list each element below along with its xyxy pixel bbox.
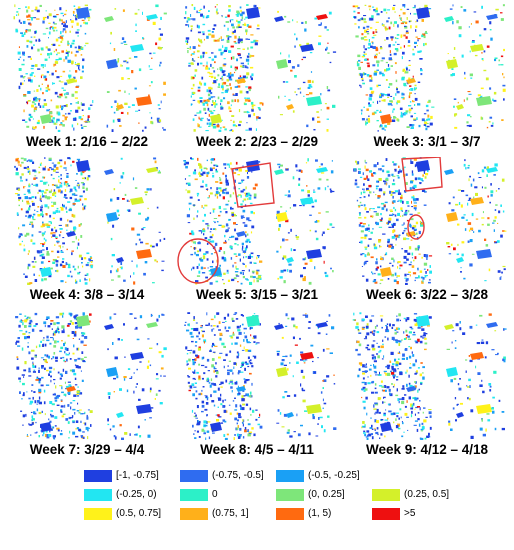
choropleth-map	[346, 312, 508, 440]
legend-label: [-1, -0.75]	[116, 470, 159, 481]
legend-swatch	[372, 508, 400, 520]
legend-swatch	[84, 508, 112, 520]
legend-label: (0.5, 0.75]	[116, 508, 162, 519]
legend-label: (-0.75, -0.5]	[212, 470, 264, 481]
legend-label: (-0.5, -0.25]	[308, 470, 360, 481]
week-caption: Week 5: 3/15 – 3/21	[195, 287, 319, 302]
map-panel-week-7: Week 7: 3/29 – 4/4	[2, 310, 172, 464]
highlight-circle	[407, 214, 425, 240]
week-caption: Week 6: 3/22 – 3/28	[365, 287, 489, 302]
week-caption: Week 8: 4/5 – 4/11	[200, 442, 314, 457]
legend-swatch	[372, 489, 400, 501]
legend-swatch	[84, 489, 112, 501]
map-panel-week-1: Week 1: 2/16 – 2/22	[2, 2, 172, 156]
legend-label: >5	[404, 508, 416, 519]
legend-label: 0	[212, 489, 218, 500]
map-panel-week-5: Week 5: 3/15 – 3/21	[172, 155, 342, 309]
highlight-circle	[177, 238, 219, 284]
legend-swatch	[180, 470, 208, 482]
week-caption: Week 2: 2/23 – 2/29	[195, 134, 319, 149]
legend-swatch	[84, 470, 112, 482]
legend: [-1, -0.75] (-0.75, -0.5] (-0.5, -0.25] (-0…	[84, 469, 449, 547]
legend-swatch	[180, 489, 208, 501]
week-caption: Week 1: 2/16 – 2/22	[25, 134, 149, 149]
legend-swatch	[276, 489, 304, 501]
choropleth-map	[6, 312, 168, 440]
legend-swatch	[276, 470, 304, 482]
legend-label: (0, 0.25]	[308, 489, 345, 500]
map-panel-week-6: Week 6: 3/22 – 3/28	[342, 155, 512, 309]
map-panel-week-4: Week 4: 3/8 – 3/14	[2, 155, 172, 309]
map-panel-week-9: Week 9: 4/12 – 4/18	[342, 310, 512, 464]
choropleth-map	[346, 4, 508, 132]
week-caption: Week 7: 3/29 – 4/4	[29, 442, 145, 457]
legend-swatch	[180, 508, 208, 520]
choropleth-map	[6, 157, 168, 285]
week-caption: Week 3: 3/1 – 3/7	[373, 134, 481, 149]
map-panel-week-2: Week 2: 2/23 – 2/29	[172, 2, 342, 156]
map-panel-week-8: Week 8: 4/5 – 4/11	[172, 310, 342, 464]
week-caption: Week 9: 4/12 – 4/18	[365, 442, 489, 457]
choropleth-map	[176, 4, 338, 132]
legend-swatch	[276, 508, 304, 520]
choropleth-map	[346, 157, 508, 285]
highlight-box	[231, 162, 275, 208]
highlight-box	[401, 157, 443, 192]
choropleth-map	[6, 4, 168, 132]
legend-label: (1, 5)	[308, 508, 332, 519]
map-panel-week-3: Week 3: 3/1 – 3/7	[342, 2, 512, 156]
choropleth-map	[176, 157, 338, 285]
map-grid: Week 1: 2/16 – 2/22 Week 2: 2/23 – 2/29 We…	[2, 2, 512, 464]
week-caption: Week 4: 3/8 – 3/14	[29, 287, 145, 302]
legend-label: (0.25, 0.5]	[404, 489, 450, 500]
legend-label: (-0.25, 0)	[116, 489, 157, 500]
choropleth-map	[176, 312, 338, 440]
legend-label: (0.75, 1]	[212, 508, 249, 519]
